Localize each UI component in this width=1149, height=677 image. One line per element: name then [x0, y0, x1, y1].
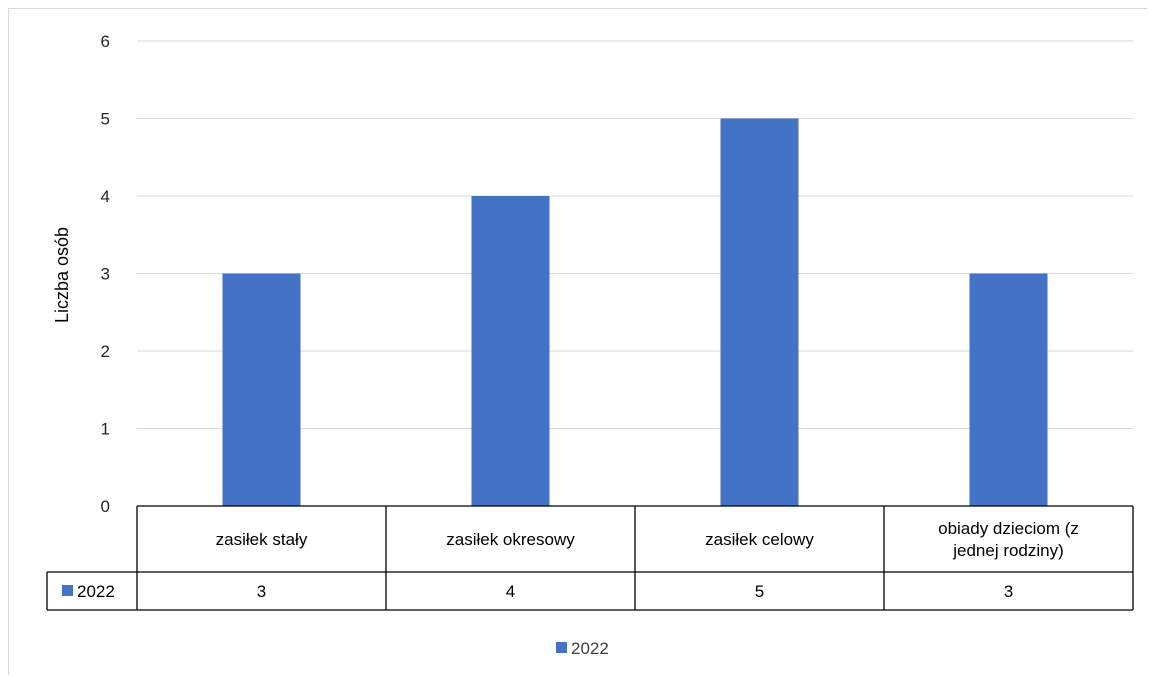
table-series-name: 2022 — [77, 582, 115, 601]
table-value: 5 — [755, 582, 764, 601]
legend-label: 2022 — [571, 639, 609, 658]
table-series-key — [62, 585, 73, 596]
y-tick-label: 6 — [101, 32, 110, 51]
gridlines — [137, 40, 1133, 429]
bars — [222, 118, 1048, 506]
legend-key — [556, 642, 567, 653]
y-tick-label: 0 — [101, 497, 110, 516]
table-value: 3 — [1004, 582, 1013, 601]
category-label: zasiłek okresowy — [446, 530, 575, 549]
y-tick-label: 1 — [101, 420, 110, 439]
y-tick-label: 3 — [101, 265, 110, 284]
category-label: jednej rodziny) — [952, 541, 1064, 560]
y-tick-label: 2 — [101, 342, 110, 361]
category-label: obiady dzieciom (z — [938, 519, 1079, 538]
y-axis-ticks: 0 1 2 3 4 5 6 — [101, 32, 110, 516]
table-value: 4 — [506, 582, 515, 601]
table-value: 3 — [257, 582, 266, 601]
y-tick-label: 4 — [101, 187, 110, 206]
category-label: zasiłek stały — [216, 530, 308, 549]
bar — [471, 196, 550, 506]
y-axis-label: Liczba osób — [52, 227, 72, 323]
bar — [222, 273, 301, 506]
data-table: zasiłek stały 3 zasiłek okresowy 4 zasiłek c… — [46, 505, 1134, 611]
bar — [969, 273, 1048, 506]
category-label: zasiłek celowy — [705, 530, 814, 549]
legend: 2022 — [556, 639, 609, 658]
bar — [720, 118, 799, 506]
chart-frame — [8, 8, 1147, 675]
y-tick-label: 5 — [101, 110, 110, 129]
